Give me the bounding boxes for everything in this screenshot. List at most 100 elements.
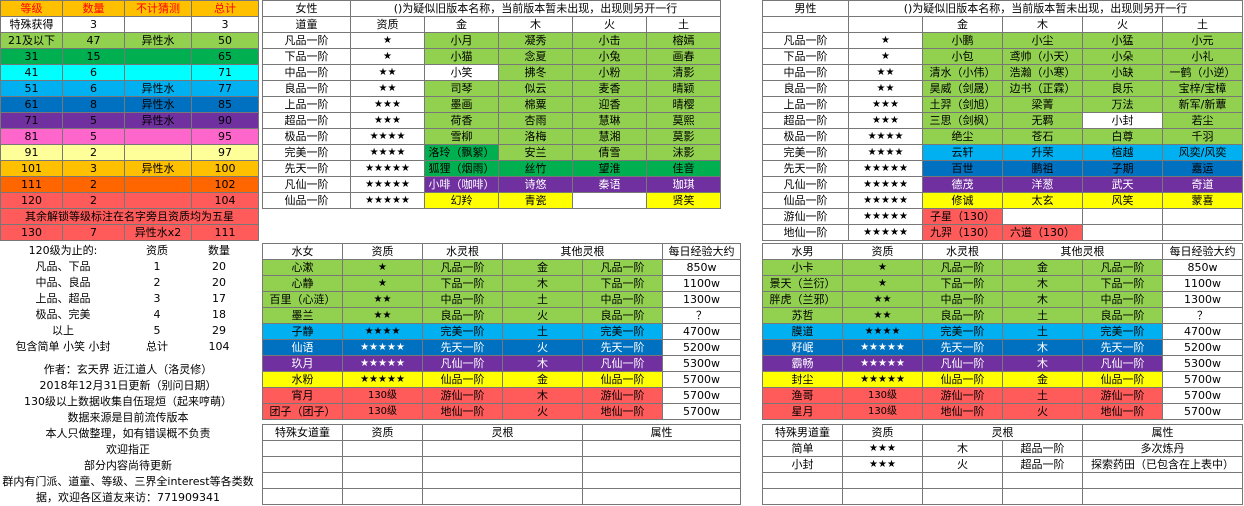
table-cell: ★★★★ (848, 128, 923, 145)
table-cell: 木 (1002, 355, 1083, 372)
table-cell: 探索药田（已包含在上表中） (1082, 456, 1243, 473)
table-cell: ★★★★★ (342, 371, 423, 388)
table-cell: 万法 (1082, 96, 1163, 113)
table-cell: 清影 (645, 64, 722, 81)
table-row: 墨兰 ★★ 良品一阶火良品一阶？ (262, 307, 741, 324)
table-cell: 超品一阶 (1002, 440, 1083, 457)
table-row: 31 15 65 (0, 48, 259, 65)
table-row: 41 6 71 (0, 64, 259, 81)
table-cell (762, 472, 843, 489)
author-line: 据，欢迎各区道友来访：771909341 (36, 491, 220, 504)
table-cell (1161, 224, 1244, 241)
column-header (848, 16, 923, 33)
table-cell: 完美一阶 (762, 144, 849, 161)
table-cell: ★★★★★ (848, 224, 923, 241)
table-cell: 小鹏 (922, 32, 1003, 49)
table-cell (262, 472, 343, 489)
water-male-table: 水男 资质 水灵根 其他灵根 每日经验大约 小卡 ★ 凡品一阶金凡品一阶 850w 景天（兰衍） ★… (762, 243, 1243, 420)
table-cell: ★★★★★ (342, 339, 423, 356)
table-cell: 宝梓/宝樟 (1161, 80, 1244, 97)
table-cell: 先天一阶 (1082, 339, 1163, 356)
table-cell: 特殊获得 (0, 16, 63, 33)
table-row: 籽岷 ★★★★★ 先天一阶木先天一阶 5200w (762, 339, 1243, 356)
table-cell: 仙品一阶 (762, 192, 849, 209)
table-cell: 梁菁 (1002, 96, 1083, 113)
table-cell (124, 128, 192, 145)
table-row: 完美一阶 ★★★★ 云轩 升荣 楦越 风奕/风奕 (762, 144, 1244, 161)
table-cell: 中品一阶 (922, 291, 1003, 308)
table-cell: 极品一阶 (762, 128, 849, 145)
table-row: 以上 5 29 (0, 323, 250, 339)
table-cell (1002, 488, 1083, 505)
table-row: 下品一阶 ★ 小猫 念夏 小兔 画春 (262, 48, 722, 65)
table-cell: 130 (0, 224, 63, 241)
summary-table: 120级为止的: 资质 数量 凡品、下品 1 20 中品、良品 2 20 上品、超品 3 17 极品、完… (0, 243, 250, 355)
table-cell (124, 48, 192, 65)
table-cell: ★★★ (350, 96, 425, 113)
table-cell: 完美一阶 (262, 144, 351, 161)
table-row: 中品、良品 2 20 (0, 275, 250, 291)
table-cell: 6 (62, 80, 125, 97)
table-cell: ★★ (350, 80, 425, 97)
table-cell: 先天一阶 (422, 339, 503, 356)
table-cell: 5700w (662, 403, 741, 420)
column-header: 等级 (0, 0, 63, 17)
table-cell: 41 (0, 64, 63, 81)
table-cell: 榕嫣 (645, 32, 722, 49)
table-cell: 上品一阶 (262, 96, 351, 113)
table-cell: 慧湘 (572, 128, 647, 145)
table-cell: 升荣 (1002, 144, 1083, 161)
table-cell: 籽岷 (762, 339, 843, 356)
table-row: 渔哥 130级 游仙一阶土游仙一阶 5700w (762, 387, 1243, 404)
table-row: 小封 ★★★ 火超品一阶 探索药田（已包含在上表中） (762, 456, 1243, 473)
table-cell: 心静 (262, 275, 343, 292)
column-header: 资质 (842, 424, 923, 441)
table-cell: 良品一阶 (422, 307, 503, 324)
table-cell: 多次炼丹 (1082, 440, 1243, 457)
table-cell: 仙品一阶 (422, 371, 503, 388)
author-line: 部分内容尚待更新 (84, 459, 172, 472)
table-cell: 130级 (842, 403, 923, 420)
table-cell: ★★ (842, 307, 923, 324)
table-cell: 1 (153, 260, 161, 273)
table-cell: 5200w (662, 339, 741, 356)
table-cell: 洋葱 (1002, 176, 1083, 193)
column-header: 其他灵根 (1002, 243, 1163, 260)
table-row: 玖月 ★★★★★ 凡仙一阶木凡仙一阶 5300w (262, 355, 741, 372)
table-cell: 丝竹 (498, 160, 573, 177)
table-cell: 凝秀 (498, 32, 573, 49)
table-cell: 仙品一阶 (922, 371, 1003, 388)
table-cell: 5700w (1162, 387, 1243, 404)
table-cell: ★★★★★ (842, 339, 923, 356)
table-cell (422, 456, 583, 473)
table-cell: 无羁 (1002, 112, 1083, 129)
table-cell (922, 472, 1003, 489)
table-cell: ？ (1162, 307, 1243, 324)
table-cell: 50 (191, 32, 259, 49)
table-cell: 若尘 (1161, 112, 1244, 129)
column-header: 特殊女道童 (262, 424, 343, 441)
table-header-row: 水女 资质 水灵根 其他灵根 每日经验大约 (262, 243, 741, 260)
column-header: 金 (424, 16, 499, 33)
table-cell: 膜道 (762, 323, 843, 340)
table-row (262, 472, 741, 489)
table-row: 星月 130级 地仙一阶火地仙一阶 5700w (762, 403, 1243, 420)
table-row: 上品一阶 ★★★ 墨画 棉粟 迎香 晴樱 (262, 96, 722, 113)
table-row: 包含简单 小笑 小封 总计 104 (0, 339, 250, 355)
table-cell: 下品一阶 (762, 48, 849, 65)
table-row: 先天一阶 ★★★★★ 百世 鹏祖 子期 嘉运 (762, 160, 1244, 177)
table-cell: ★★★★ (350, 144, 425, 161)
level-table: 等级 数量 不计猜测 总计 特殊获得 3 3 21及以下 47 异性水 50 31 15 65 41 6 71 5… (0, 0, 259, 241)
table-cell: 火 (502, 339, 583, 356)
table-row: 霸畅 ★★★★★ 凡仙一阶木凡仙一阶 5300w (762, 355, 1243, 372)
table-cell: 2 (62, 192, 125, 209)
table-cell: ？ (662, 307, 741, 324)
column-header: 道童 (262, 16, 351, 33)
table-cell: 似云 (498, 80, 573, 97)
table-cell: 97 (191, 144, 259, 161)
table-cell: ★★★★★ (350, 176, 425, 193)
table-cell: 15 (62, 48, 125, 65)
table-cell (1082, 208, 1163, 225)
table-cell: 金 (502, 371, 583, 388)
table-row: 仙语 ★★★★★ 先天一阶火先天一阶 5200w (262, 339, 741, 356)
